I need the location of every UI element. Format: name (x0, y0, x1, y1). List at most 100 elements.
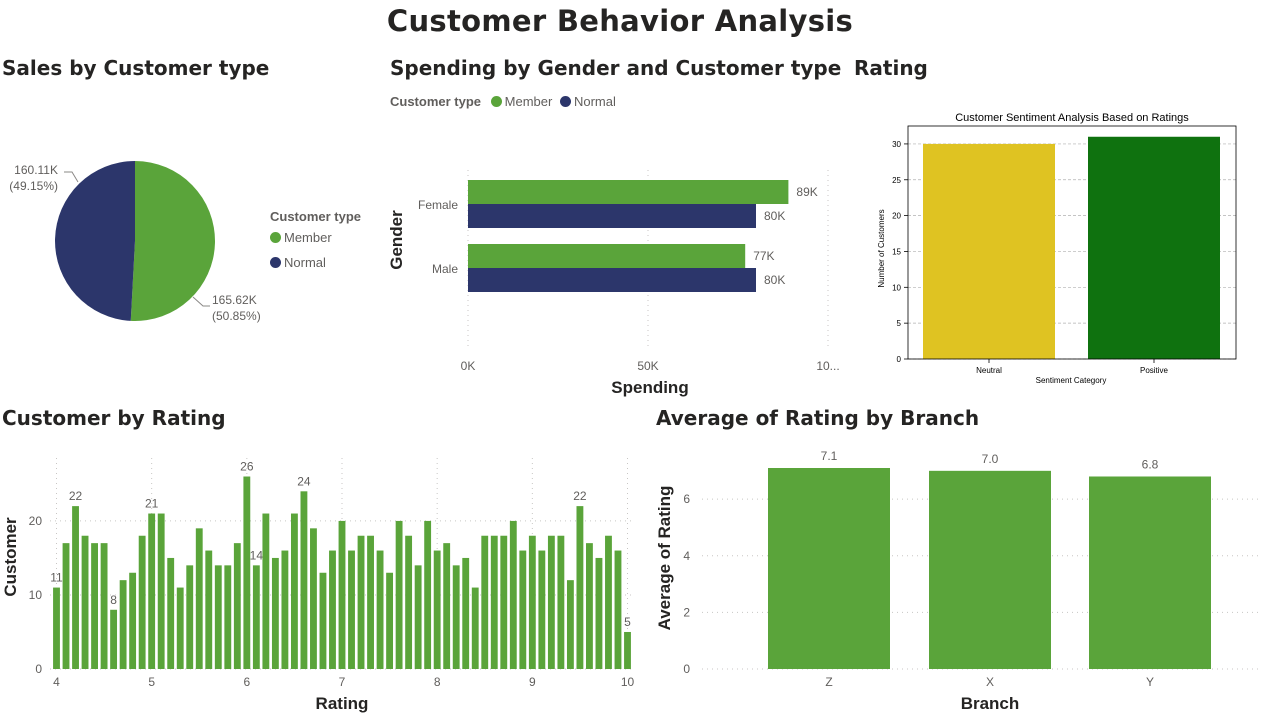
spend-y-tick-label: Male (432, 262, 458, 276)
cr-bar (53, 587, 60, 669)
cr-x-tick-label: 10 (621, 675, 635, 689)
cr-bar (443, 543, 451, 669)
cr-bar (357, 535, 365, 669)
spending-legend-title: Customer type (390, 94, 482, 109)
spend-bar-female-normal (468, 204, 756, 228)
cr-bar (148, 513, 156, 669)
member-swatch (490, 96, 502, 107)
cr-bar (519, 550, 527, 669)
cr-bar (138, 535, 146, 669)
cr-x-tick-label: 5 (148, 675, 155, 689)
cr-bar (319, 572, 327, 669)
cr-bar (119, 580, 127, 669)
branch-bar-z (768, 468, 890, 669)
sentiment-y-tick-label: 10 (892, 283, 901, 292)
branch-y-tick-label: 4 (683, 549, 690, 563)
cr-bar (100, 543, 108, 669)
pie-leader-normal (64, 171, 79, 183)
spending-legend-item-normal[interactable]: Normal (559, 94, 616, 109)
spend-data-label: 80K (764, 273, 785, 287)
cr-y-tick-label: 20 (29, 514, 43, 528)
spending-bar-chart[interactable]: 0K 50K 10... Female 89K 80K Male 77K 80K Spending… (380, 160, 850, 400)
spend-data-label: 80K (764, 209, 785, 223)
pie-leader-member (192, 296, 210, 307)
cr-bar (72, 506, 79, 669)
cr-y-tick-label: 10 (29, 588, 43, 602)
spend-data-label: 77K (753, 249, 774, 263)
spend-y-tick-label: Female (418, 198, 458, 212)
cr-bar (186, 565, 194, 669)
cr-bar (624, 631, 631, 669)
cr-bar (595, 557, 603, 669)
branch-y-tick-label: 2 (683, 605, 690, 619)
spending-legend-item-member[interactable]: Member (490, 94, 553, 109)
sentiment-bar-positive (1088, 136, 1220, 359)
spend-x-axis-title: Spending (611, 378, 688, 397)
cr-data-label: 22 (573, 489, 587, 503)
cr-bar (547, 535, 555, 669)
cr-bar (462, 557, 470, 669)
sales-panel-title: Sales by Customer type (2, 56, 270, 80)
pie-slice-normal (55, 161, 135, 321)
normal-swatch (270, 257, 281, 268)
cr-bar (157, 513, 165, 669)
cr-bar (566, 580, 574, 669)
sentiment-y-tick-label: 15 (892, 247, 901, 256)
spend-x-tick-label: 0K (461, 359, 476, 373)
cr-bar (576, 506, 584, 669)
branch-x-tick-label: Z (825, 675, 832, 689)
cr-bar (300, 491, 308, 669)
branch-panel-title: Average of Rating by Branch (656, 406, 980, 430)
spending-panel-title: Spending by Gender and Customer type (390, 56, 842, 80)
branch-bar-chart[interactable]: 0 2 4 6 7.1 Z 7.0 X 6.8 Y Branch Average of Rating (650, 440, 1270, 718)
sales-pie-chart[interactable]: 165.62K (50.85%) 160.11K (49.15%) (0, 90, 380, 370)
cr-bar (490, 535, 498, 669)
spend-bar-male-member (468, 244, 746, 268)
cr-data-label: 5 (624, 615, 631, 629)
cr-data-label: 24 (297, 474, 311, 488)
pie-label-normal-value: 160.11K (14, 163, 58, 177)
cr-bar (81, 535, 89, 669)
pie-label-member-value: 165.62K (212, 293, 257, 307)
cr-bar (310, 528, 317, 669)
cr-bar (167, 557, 175, 669)
cr-bar (395, 520, 403, 669)
cr-bar (91, 543, 98, 669)
sales-legend-item-normal[interactable]: Normal (270, 255, 361, 270)
sentiment-bar-neutral (923, 143, 1055, 359)
cr-bar (243, 476, 251, 669)
customer-rating-bar-chart[interactable]: 0 10 20 11 22 8 21 26 14 24 22 5 4 5 6 7 8 9 10 Rating Custo… (0, 440, 650, 718)
cr-x-axis-title: Rating (316, 694, 369, 713)
cr-bar (424, 520, 432, 669)
sentiment-y-tick-label: 0 (897, 355, 902, 364)
cr-bar (376, 550, 384, 669)
sentiment-x-axis-title: Sentiment Category (1036, 376, 1107, 385)
cr-bar (471, 587, 479, 669)
sentiment-plot-frame (907, 125, 1237, 360)
cr-x-tick-label: 8 (434, 675, 441, 689)
cr-bar (586, 543, 593, 669)
cr-x-tick-label: 6 (243, 675, 250, 689)
sentiment-bar-chart[interactable]: Customer Sentiment Analysis Based on Rat… (860, 105, 1260, 395)
sales-legend-item-member[interactable]: Member (270, 230, 361, 245)
branch-data-label: 7.1 (821, 449, 838, 463)
spend-bar-female-member (468, 180, 789, 204)
cr-bar (233, 543, 241, 669)
cr-data-label: 22 (69, 489, 83, 503)
cr-bar (281, 550, 289, 669)
spend-y-axis-title: Gender (387, 210, 406, 270)
cr-bar (252, 565, 260, 669)
sentiment-chart-title: Customer Sentiment Analysis Based on Rat… (955, 112, 1189, 124)
rating-panel-title: Rating (854, 56, 928, 80)
cr-bar (271, 557, 279, 669)
cr-bar (290, 513, 298, 669)
cr-bar (614, 550, 622, 669)
cr-bar (433, 550, 441, 669)
branch-data-label: 6.8 (1142, 457, 1159, 471)
spending-legend-member-label: Member (504, 94, 553, 109)
cr-data-label: 14 (250, 548, 264, 562)
cr-bar (195, 528, 203, 669)
branch-x-axis-title: Branch (961, 694, 1020, 713)
cr-data-label: 8 (110, 593, 117, 607)
spend-x-tick-label: 50K (637, 359, 658, 373)
